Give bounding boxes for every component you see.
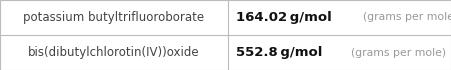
Text: 552.8 g/mol: 552.8 g/mol <box>236 46 322 59</box>
Text: 164.02 g/mol: 164.02 g/mol <box>236 11 331 24</box>
Text: (grams per mole): (grams per mole) <box>364 13 451 22</box>
Text: bis(dibutylchlorotin(IV))oxide: bis(dibutylchlorotin(IV))oxide <box>28 46 200 59</box>
Text: (grams per mole): (grams per mole) <box>351 48 446 57</box>
Text: potassium butyltrifluoroborate: potassium butyltrifluoroborate <box>23 11 204 24</box>
